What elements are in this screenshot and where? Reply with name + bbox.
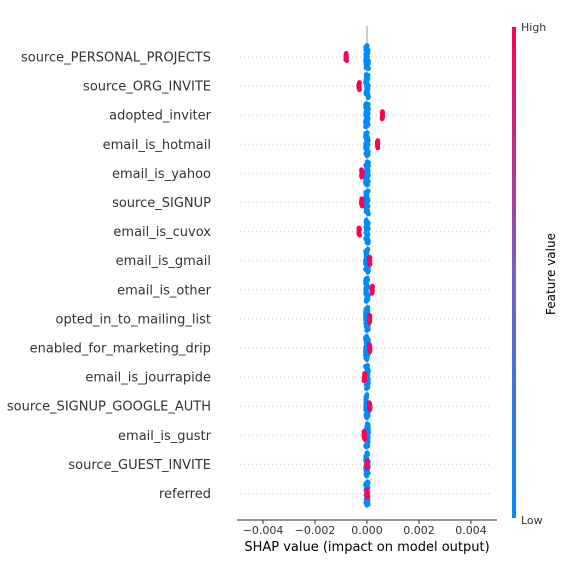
feature-label: email_is_jourrapide: [85, 371, 211, 386]
shap-point-high: [362, 436, 368, 442]
colorbar-title: Feature value: [544, 233, 558, 315]
shap-point-high: [365, 494, 370, 500]
shap-point-low: [363, 386, 369, 392]
feature-label: referred: [159, 487, 211, 502]
feature-labels: source_PERSONAL_PROJECTS source_ORG_INVIT…: [7, 51, 212, 503]
shap-point-low: [364, 153, 370, 159]
shap-point-low: [364, 502, 370, 508]
feature-label: enabled_for_marketing_drip: [30, 342, 211, 357]
feature-label: email_is_other: [117, 283, 212, 298]
shap-point-low: [365, 240, 371, 246]
colorbar: High Low Feature value: [512, 21, 558, 527]
shap-point-high: [367, 407, 373, 413]
shap-point-low: [364, 357, 370, 362]
x-axis-title: SHAP value (impact on model output): [244, 540, 489, 555]
feature-label: email_is_gmail: [116, 254, 211, 269]
shap-point-low: [364, 328, 370, 333]
shap-point-low: [365, 95, 371, 101]
shap-point-high: [359, 203, 365, 209]
x-ticks: −0.004 −0.002 0.000 0.002 0.004: [243, 520, 487, 537]
shap-point-low: [364, 415, 370, 421]
shap-point-high: [367, 320, 372, 325]
feature-label: adopted_inviter: [109, 109, 212, 124]
colorbar-high-label: High: [521, 21, 546, 34]
shap-point-high: [367, 349, 373, 354]
feature-label: source_SIGNUP_GOOGLE_AUTH: [7, 400, 211, 415]
feature-label: email_is_yahoo: [112, 167, 211, 182]
feature-label: opted_in_to_mailing_list: [55, 312, 211, 327]
shap-point-low: [363, 444, 369, 450]
shap-point-low: [365, 269, 371, 275]
x-tick-label: 0.004: [455, 524, 487, 537]
x-tick-label: −0.004: [243, 524, 284, 537]
feature-label: source_PERSONAL_PROJECTS: [21, 51, 211, 66]
shap-point-low: [366, 66, 371, 71]
shap-point-high: [361, 378, 367, 384]
shap-points: [343, 43, 386, 508]
shap-point-high: [357, 87, 362, 93]
feature-label: email_is_gustr: [118, 429, 212, 444]
x-axis: −0.004 −0.002 0.000 0.002 0.004 SHAP value (…: [237, 519, 497, 555]
shap-point-low: [364, 473, 370, 479]
colorbar-gradient: [512, 27, 516, 518]
x-tick-label: −0.002: [295, 524, 336, 537]
colorbar-low-label: Low: [521, 514, 543, 527]
shap-point-high: [367, 261, 373, 267]
x-tick-label: 0.000: [351, 524, 383, 537]
shap-point-high: [359, 174, 365, 180]
shap-point-high: [357, 232, 363, 238]
x-tick-label: 0.002: [403, 524, 435, 537]
feature-label: source_SIGNUP: [112, 196, 211, 211]
feature-label: email_is_hotmail: [103, 138, 211, 153]
shap-point-high: [379, 116, 385, 122]
feature-label: source_GUEST_INVITE: [68, 458, 211, 473]
shap-point-low: [363, 124, 369, 130]
feature-label: source_ORG_INVITE: [83, 80, 211, 95]
feature-label: email_is_cuvox: [113, 225, 211, 240]
shap-point-low: [365, 211, 371, 217]
shap-point-high: [369, 291, 375, 296]
shap-point-high: [365, 465, 370, 471]
shap-point-low: [365, 182, 370, 188]
shap-point-high: [344, 58, 350, 63]
shap-point-high: [375, 145, 381, 151]
shap-point-low: [363, 298, 369, 304]
